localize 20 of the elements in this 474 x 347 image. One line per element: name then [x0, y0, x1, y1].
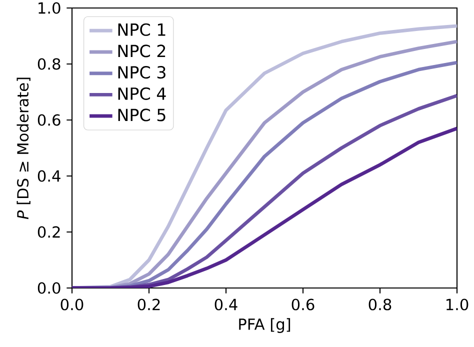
y-tick-label: 0.2 — [38, 226, 60, 238]
x-tick-label: 0.4 — [214, 298, 238, 310]
y-tick-label: 0.4 — [38, 170, 60, 182]
y-tick-label: 1.0 — [38, 2, 60, 14]
x-tick-label: 0.2 — [138, 298, 160, 310]
x-tick-label: 0.6 — [292, 298, 314, 310]
legend-label: NPC 1 — [118, 23, 166, 36]
line-series — [72, 126, 458, 288]
y-tick-label: 0.6 — [38, 114, 60, 126]
legend-label: NPC 3 — [118, 66, 166, 79]
y-tick-label: 0.8 — [38, 58, 60, 70]
legend-label: NPC 2 — [118, 44, 166, 58]
x-tick-label: 1.0 — [446, 298, 468, 310]
x-tick-label: 0.8 — [368, 298, 392, 310]
y-axis-title: P [DS ≥ Moderate] — [16, 78, 30, 220]
x-tick-label: 0.0 — [60, 298, 84, 310]
y-tick-label: 0.0 — [38, 282, 60, 294]
legend-label: NPC 4 — [118, 87, 166, 100]
legend-label: NPC 5 — [118, 108, 166, 122]
x-axis-title: PFA [g] — [239, 318, 290, 333]
